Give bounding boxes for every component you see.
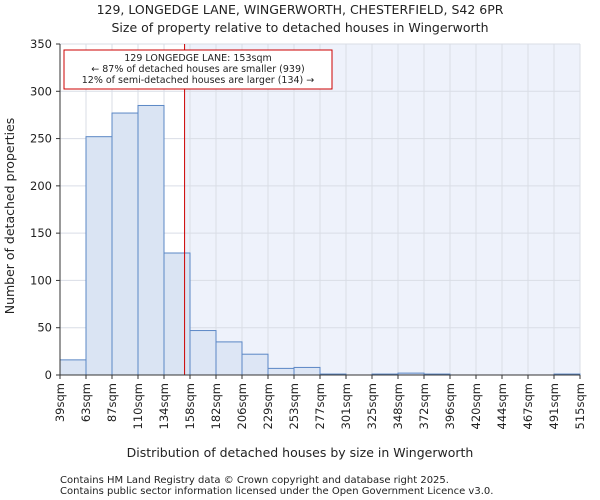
x-tick-label: 348sqm xyxy=(391,383,405,429)
bars xyxy=(59,104,581,376)
bar xyxy=(137,104,165,376)
x-tick-label: 515sqm xyxy=(573,383,587,429)
y-tick-label: 50 xyxy=(37,321,52,335)
annotation-line-2: ← 87% of detached houses are smaller (93… xyxy=(91,64,304,75)
chart-title: 129, LONGEDGE LANE, WINGERWORTH, CHESTER… xyxy=(97,2,504,17)
y-axis: 0 50 100 150 200 250 300 350 xyxy=(30,37,61,382)
x-tick-label: 491sqm xyxy=(547,383,561,429)
annotation-frame xyxy=(63,49,333,90)
annotation-line-3: 12% of semi-detached houses are larger (… xyxy=(82,75,315,86)
x-tick-label: 444sqm xyxy=(495,383,509,429)
footer-line-2: Contains public sector information licen… xyxy=(60,486,493,497)
y-tick-label: 100 xyxy=(30,273,52,287)
x-axis: 39sqm 63sqm 87sqm 110sqm 134sqm 158sqm 182sqm 2… xyxy=(53,374,587,429)
y-tick-label: 150 xyxy=(30,226,52,240)
bar xyxy=(293,366,321,376)
bar xyxy=(163,252,191,376)
x-tick-label: 372sqm xyxy=(417,383,431,429)
bar xyxy=(85,136,113,376)
x-tick-label: 182sqm xyxy=(209,383,223,429)
bar xyxy=(241,353,269,376)
bar xyxy=(189,330,217,376)
annotation-line-1: 129 LONGEDGE LANE: 153sqm xyxy=(124,53,271,64)
larger-region-background xyxy=(184,44,581,375)
y-tick-label: 250 xyxy=(30,132,52,146)
y-tick-label: 200 xyxy=(30,179,52,193)
x-tick-label: 39sqm xyxy=(53,383,67,422)
x-axis-label: Distribution of detached houses by size … xyxy=(127,445,474,460)
bar xyxy=(111,112,139,376)
annotation-box: 129 LONGEDGE LANE: 153sqm ← 87% of detac… xyxy=(63,49,333,90)
x-tick-label: 277sqm xyxy=(313,383,327,429)
x-tick-label: 301sqm xyxy=(339,383,353,429)
x-tick-label: 134sqm xyxy=(157,383,171,429)
y-axis-label: Number of detached properties xyxy=(2,118,17,315)
x-tick-label: 253sqm xyxy=(287,383,301,429)
y-tick-label: 350 xyxy=(30,37,52,51)
bar xyxy=(267,367,295,376)
x-tick-label: 110sqm xyxy=(131,383,145,429)
chart-subtitle: Size of property relative to detached ho… xyxy=(112,20,489,35)
bar xyxy=(59,359,87,376)
x-tick-label: 396sqm xyxy=(443,383,457,429)
x-tick-label: 87sqm xyxy=(105,383,119,422)
x-tick-label: 158sqm xyxy=(183,383,197,429)
y-tick-label: 300 xyxy=(30,84,52,98)
x-tick-label: 420sqm xyxy=(469,383,483,429)
x-tick-label: 206sqm xyxy=(235,383,249,429)
x-tick-label: 325sqm xyxy=(365,383,379,429)
x-tick-label: 229sqm xyxy=(261,383,275,429)
x-tick-label: 467sqm xyxy=(521,383,535,429)
bar xyxy=(215,341,243,376)
x-tick-label: 63sqm xyxy=(79,383,93,422)
footer-line-1: Contains HM Land Registry data © Crown c… xyxy=(60,475,449,486)
y-tick-label: 0 xyxy=(45,368,52,382)
